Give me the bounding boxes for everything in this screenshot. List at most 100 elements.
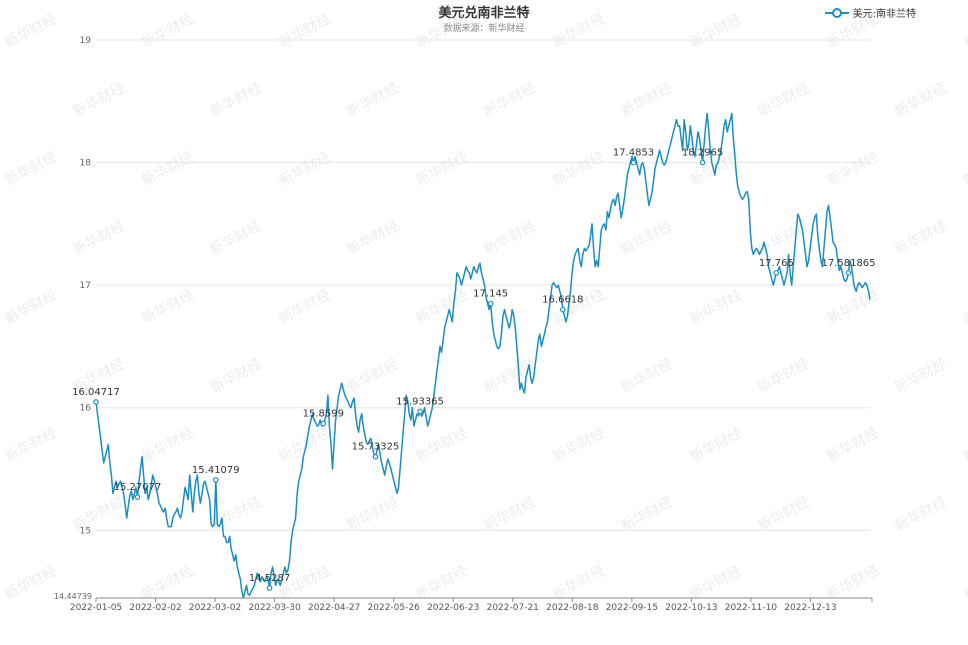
- x-tick-label: 2022-12-13: [784, 603, 836, 613]
- y-tick-label: 16: [80, 404, 92, 414]
- watermark-text: 新华财经: [687, 425, 744, 465]
- data-label: 16.6618: [542, 295, 583, 306]
- watermark-text: 新华财经: [824, 11, 881, 51]
- watermark-text: 新华财经: [70, 80, 127, 120]
- watermark-text: 新华财经: [139, 287, 196, 327]
- chart-subtitle: 数据来源：新华财经: [443, 24, 525, 34]
- data-label: 14.5287: [249, 573, 290, 584]
- x-tick-label: 2022-08-18: [546, 603, 599, 613]
- watermark-text: 新华财经: [618, 356, 675, 396]
- data-label: 15.41079: [192, 465, 240, 476]
- watermark-text: 新华财经: [755, 494, 812, 534]
- data-point-marker: [266, 585, 273, 591]
- data-point-marker: [372, 453, 379, 460]
- watermark-text: 新华财经: [550, 563, 607, 603]
- legend-label: 美元:南非兰特: [852, 9, 916, 20]
- data-point-marker: [93, 399, 99, 405]
- watermark-text: 新华财经: [2, 149, 59, 189]
- watermark-text: 新华财经: [550, 425, 607, 465]
- x-tick-label: 2022-03-02: [189, 603, 241, 613]
- legend[interactable]: 美元:南非兰特: [824, 5, 916, 20]
- watermark-text: 新华财经: [961, 11, 968, 51]
- axes: 15 16 17 18 19 14.44739 2022-01-05 2022-02-02 20…: [54, 36, 873, 613]
- watermark-text: 新华财经: [344, 80, 401, 120]
- watermark-text: 新华财经: [618, 218, 675, 258]
- data-point-marker: [699, 159, 706, 166]
- grid-lines: [96, 39, 870, 531]
- watermark-text: 新华财经: [618, 80, 675, 120]
- watermark-text: 新华财经: [276, 149, 333, 189]
- watermark-text: 新华财经: [824, 287, 881, 327]
- watermark-text: 新华财经: [481, 494, 538, 534]
- watermark-text: 新华财经: [961, 563, 968, 603]
- watermark-text: 新华财经: [687, 563, 744, 603]
- watermark-text: 新华财经: [413, 425, 470, 465]
- data-label: 15.73325: [352, 442, 400, 453]
- watermark-text: 新华财经: [413, 287, 470, 327]
- watermark-text: 新华财经: [70, 218, 127, 258]
- data-point-marker: [560, 306, 566, 313]
- data-label: 15.27077: [114, 482, 162, 493]
- watermark-text: 新华财经: [344, 494, 401, 534]
- watermark-text: 新华财经: [139, 563, 196, 603]
- x-tick-label: 2022-02-02: [129, 603, 181, 613]
- data-label: 17.4853: [613, 148, 654, 159]
- series-line-path: [95, 112, 871, 599]
- data-point-marker: [845, 270, 852, 276]
- data-label: 18.2965: [682, 148, 723, 159]
- x-tick-label: 2022-06-23: [427, 603, 479, 613]
- x-tick-label: 2022-10-13: [665, 603, 717, 613]
- watermark-text: 新华财经: [344, 218, 401, 258]
- watermark-text: 新华财经: [413, 149, 470, 189]
- data-label: 15.8599: [303, 409, 344, 420]
- y-tick-label: 19: [80, 36, 92, 46]
- y-min-label: 14.44739: [54, 592, 92, 601]
- x-tick-label: 2022-01-05: [70, 603, 122, 613]
- data-point-marker: [630, 159, 637, 166]
- watermark-text: 新华财经: [961, 425, 968, 465]
- data-label: 16.04717: [72, 387, 120, 398]
- watermark-text: 新华财经: [824, 563, 881, 603]
- watermark-text: 新华财经: [2, 287, 59, 327]
- watermark-text: 新华财经: [344, 356, 401, 396]
- watermark-text: 新华财经: [687, 287, 744, 327]
- x-tick-label: 2022-04-27: [308, 603, 360, 613]
- watermark-text: 新华财经: [207, 80, 264, 120]
- watermark-text: 新华财经: [2, 425, 59, 465]
- watermark-text: 新华财经: [961, 287, 968, 327]
- watermark-text: 新华财经: [276, 425, 333, 465]
- legend-line-marker-icon: [824, 7, 849, 18]
- watermark-text: 新华财经: [892, 494, 949, 534]
- annotations: 16.04717 15.27077 15.41079 14.5287 15.8599 15…: [72, 148, 876, 591]
- data-label: 17.581865: [821, 258, 875, 269]
- watermark-text: 新华财经: [755, 356, 812, 396]
- watermark-text: 新华财经: [413, 11, 470, 51]
- data-point-marker: [487, 300, 494, 307]
- watermark-text: 新华财经: [276, 287, 333, 327]
- data-point-marker: [773, 270, 780, 276]
- watermark-text: 新华财经: [481, 80, 538, 120]
- data-point-marker: [417, 408, 423, 415]
- watermark-text: 新华财经: [139, 149, 196, 189]
- watermark-text: 新华财经: [207, 356, 264, 396]
- watermark-text: 新华财经: [276, 11, 333, 51]
- series-line: [95, 112, 871, 599]
- y-tick-label: 17: [80, 281, 91, 291]
- chart-title: 美元兑南非兰特: [438, 6, 530, 21]
- x-tick-label: 2022-05-26: [368, 603, 421, 613]
- watermark-text: 新华财经: [961, 149, 968, 189]
- watermark-text: 新华财经: [2, 11, 59, 51]
- y-tick-label: 18: [80, 159, 92, 169]
- watermark-text: 新华财经: [687, 11, 744, 51]
- x-tick-label: 2022-09-15: [606, 603, 658, 613]
- x-tick-label: 2022-03-30: [248, 603, 301, 613]
- watermark-text: 新华财经: [550, 11, 607, 51]
- data-point-marker: [212, 477, 219, 483]
- data-point-marker: [134, 494, 141, 500]
- data-point-marker: [320, 420, 327, 427]
- x-tick-label: 2022-07-21: [487, 603, 539, 613]
- watermark-text: 新华财经: [755, 80, 812, 120]
- watermark-text: 新华财经: [618, 494, 675, 534]
